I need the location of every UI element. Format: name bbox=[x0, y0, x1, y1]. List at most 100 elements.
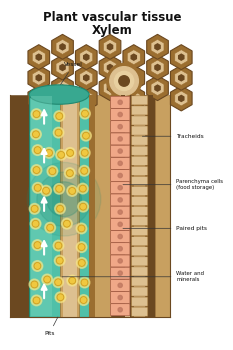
Bar bbox=[145, 94, 155, 317]
Circle shape bbox=[67, 186, 78, 196]
Polygon shape bbox=[171, 86, 192, 111]
Circle shape bbox=[37, 172, 91, 226]
Polygon shape bbox=[107, 43, 113, 51]
Polygon shape bbox=[130, 74, 137, 82]
Circle shape bbox=[118, 149, 122, 153]
Circle shape bbox=[27, 162, 101, 236]
Bar bbox=[89, 94, 111, 317]
Polygon shape bbox=[56, 80, 69, 96]
Circle shape bbox=[118, 295, 122, 300]
Polygon shape bbox=[75, 45, 97, 70]
Circle shape bbox=[53, 277, 63, 288]
FancyBboxPatch shape bbox=[131, 106, 148, 115]
Circle shape bbox=[82, 110, 88, 117]
Polygon shape bbox=[103, 60, 116, 75]
Circle shape bbox=[69, 277, 76, 284]
Text: Water and
minerals: Water and minerals bbox=[62, 271, 204, 282]
Polygon shape bbox=[151, 80, 164, 96]
Circle shape bbox=[31, 281, 38, 288]
Polygon shape bbox=[151, 40, 164, 54]
Circle shape bbox=[118, 173, 122, 178]
FancyBboxPatch shape bbox=[131, 186, 148, 196]
FancyBboxPatch shape bbox=[131, 277, 148, 286]
Circle shape bbox=[118, 271, 122, 275]
Circle shape bbox=[32, 220, 39, 227]
Text: Plant vascular tissue: Plant vascular tissue bbox=[43, 10, 182, 23]
Circle shape bbox=[29, 279, 40, 290]
FancyBboxPatch shape bbox=[110, 145, 130, 157]
Circle shape bbox=[65, 168, 75, 179]
Circle shape bbox=[57, 205, 63, 212]
Circle shape bbox=[62, 218, 72, 229]
Circle shape bbox=[34, 242, 41, 248]
Polygon shape bbox=[59, 84, 66, 92]
Circle shape bbox=[31, 165, 42, 175]
Circle shape bbox=[31, 205, 38, 212]
Circle shape bbox=[76, 258, 87, 268]
FancyBboxPatch shape bbox=[110, 182, 130, 194]
Polygon shape bbox=[99, 76, 121, 100]
Circle shape bbox=[46, 149, 52, 156]
Bar bbox=[149, 94, 153, 317]
Circle shape bbox=[114, 71, 134, 91]
Circle shape bbox=[34, 262, 41, 270]
Bar bbox=[121, 94, 145, 317]
Polygon shape bbox=[171, 65, 192, 90]
FancyBboxPatch shape bbox=[110, 218, 130, 230]
Polygon shape bbox=[32, 50, 45, 65]
Text: Xylem: Xylem bbox=[92, 24, 133, 37]
Polygon shape bbox=[175, 50, 188, 65]
Bar bbox=[60, 94, 79, 317]
Polygon shape bbox=[28, 65, 50, 90]
Text: Pits: Pits bbox=[44, 317, 58, 336]
Polygon shape bbox=[80, 70, 93, 85]
Bar bbox=[155, 94, 170, 317]
Polygon shape bbox=[28, 45, 50, 70]
Circle shape bbox=[64, 220, 70, 227]
Bar bbox=[121, 94, 125, 317]
Circle shape bbox=[82, 132, 89, 139]
Circle shape bbox=[55, 203, 65, 214]
Circle shape bbox=[47, 166, 58, 176]
Circle shape bbox=[34, 147, 41, 154]
Bar bbox=[29, 94, 89, 317]
Polygon shape bbox=[99, 55, 121, 80]
Circle shape bbox=[45, 222, 55, 233]
FancyBboxPatch shape bbox=[110, 243, 130, 255]
Polygon shape bbox=[178, 94, 185, 102]
FancyBboxPatch shape bbox=[131, 307, 148, 316]
FancyBboxPatch shape bbox=[110, 121, 130, 133]
Circle shape bbox=[118, 161, 122, 166]
FancyBboxPatch shape bbox=[110, 255, 130, 267]
Circle shape bbox=[66, 170, 73, 176]
Circle shape bbox=[78, 201, 89, 212]
Circle shape bbox=[107, 64, 141, 98]
Circle shape bbox=[56, 186, 62, 192]
FancyBboxPatch shape bbox=[131, 146, 148, 155]
Circle shape bbox=[81, 279, 88, 286]
Circle shape bbox=[79, 277, 90, 288]
FancyBboxPatch shape bbox=[131, 217, 148, 226]
Circle shape bbox=[80, 108, 90, 119]
Circle shape bbox=[65, 148, 75, 158]
FancyBboxPatch shape bbox=[131, 136, 148, 145]
Polygon shape bbox=[175, 70, 188, 85]
Circle shape bbox=[118, 283, 122, 287]
FancyBboxPatch shape bbox=[131, 297, 148, 306]
Polygon shape bbox=[107, 84, 113, 92]
Polygon shape bbox=[59, 43, 66, 51]
Polygon shape bbox=[32, 70, 45, 85]
Polygon shape bbox=[178, 74, 185, 82]
Polygon shape bbox=[52, 76, 73, 100]
Polygon shape bbox=[103, 80, 116, 96]
FancyBboxPatch shape bbox=[131, 237, 148, 246]
Circle shape bbox=[118, 308, 122, 312]
Circle shape bbox=[67, 275, 78, 286]
Polygon shape bbox=[178, 53, 185, 61]
FancyBboxPatch shape bbox=[131, 267, 148, 276]
Bar bbox=[130, 94, 134, 317]
Circle shape bbox=[118, 125, 122, 129]
Circle shape bbox=[54, 111, 65, 121]
FancyBboxPatch shape bbox=[110, 133, 130, 145]
Circle shape bbox=[78, 295, 89, 305]
